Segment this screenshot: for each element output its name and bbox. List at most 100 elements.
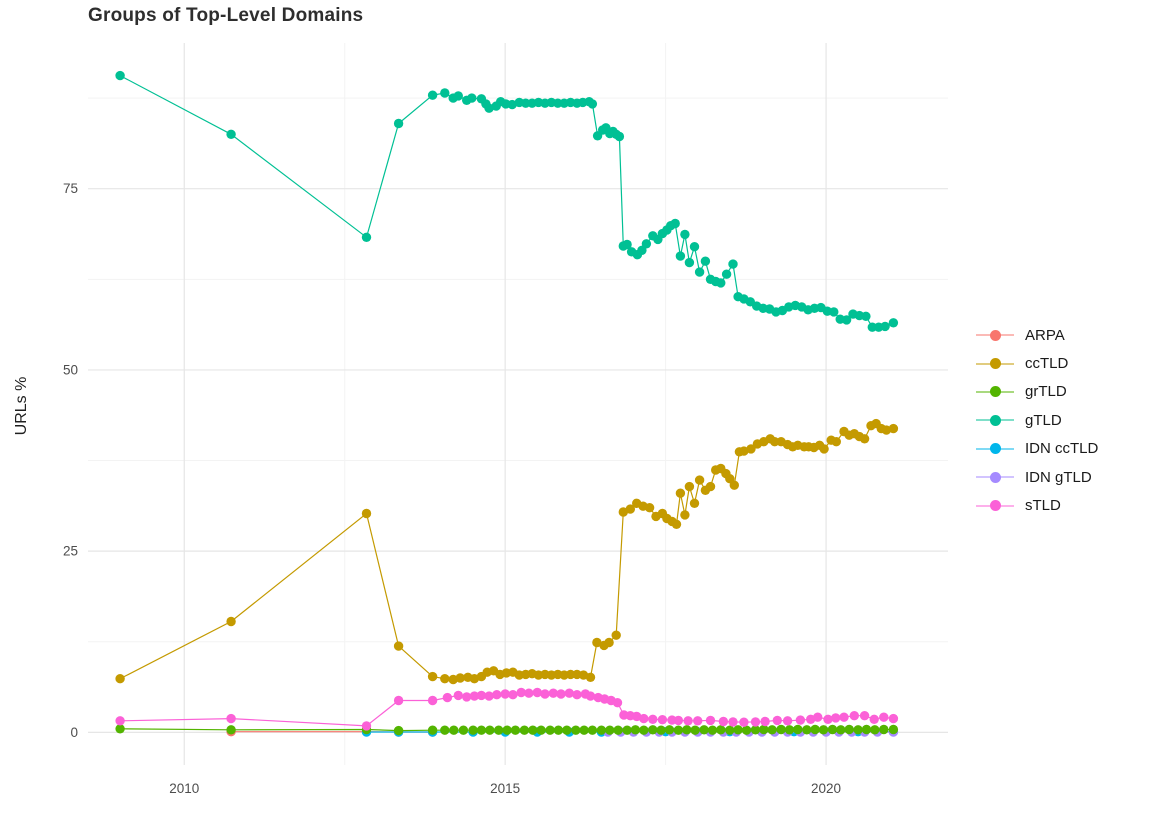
data-point-stld [469, 691, 480, 701]
data-point-grtld [802, 725, 812, 735]
data-point-gtld [728, 259, 738, 269]
data-point-grtld [587, 725, 598, 735]
legend-key-cctld [976, 357, 1014, 370]
data-point-stld [572, 690, 582, 700]
data-point-cctld [680, 510, 690, 520]
data-point-grtld [810, 724, 820, 735]
data-point-grtld [750, 725, 761, 735]
data-point-gtld [507, 99, 517, 110]
data-point-grtld [690, 725, 700, 735]
data-point-stld [115, 716, 125, 726]
data-point-grtld [870, 725, 880, 735]
data-point-stld [657, 715, 668, 725]
data-point-stld [540, 689, 550, 699]
data-point-stld [476, 690, 487, 701]
data-point-grtld [476, 725, 487, 735]
data-point-stld [772, 715, 782, 726]
chart-title: Groups of Top-Level Domains [88, 5, 364, 26]
x-tick-label: 2010 [169, 781, 199, 796]
data-point-gtld [716, 278, 726, 288]
data-point-gtld [622, 239, 632, 250]
data-point-grtld [699, 725, 709, 735]
data-point-grtld [519, 725, 530, 735]
data-point-grtld [853, 725, 863, 735]
legend-label-idn-cctld: IDN ccTLD [1025, 440, 1099, 458]
data-point-cctld [115, 674, 125, 684]
data-point-stld [442, 692, 453, 703]
data-point-grtld [818, 725, 829, 735]
data-point-cctld [604, 637, 614, 648]
data-point-stld [639, 713, 649, 724]
legend-label-arpa: ARPA [1025, 326, 1065, 344]
data-point-grtld [115, 724, 125, 734]
data-point-stld [500, 689, 510, 699]
data-point-cctld [684, 481, 695, 492]
data-point-grtld [648, 725, 658, 735]
legend-key-idn-gtld [976, 471, 1014, 484]
data-point-grtld [879, 724, 889, 735]
legend-key-stld [976, 499, 1014, 512]
data-point-grtld [707, 725, 718, 735]
data-point-stld [879, 712, 889, 722]
series-line-gtld [119, 75, 894, 328]
data-point-gtld [684, 257, 695, 268]
data-point-grtld [630, 725, 641, 735]
data-point-stld [849, 711, 859, 721]
data-point-gtld [694, 267, 705, 277]
data-point-cctld [427, 671, 438, 682]
data-point-grtld [733, 725, 743, 735]
data-point-gtld [467, 93, 477, 103]
legend-key-dot [989, 443, 1001, 455]
data-point-stld [508, 690, 518, 700]
data-point-stld [632, 711, 642, 722]
data-point-cctld [361, 508, 372, 519]
data-point-stld [226, 713, 236, 724]
data-point-cctld [611, 630, 621, 640]
data-point-stld [795, 715, 806, 725]
legend-key-dot [989, 358, 1001, 370]
data-point-cctld [644, 503, 655, 513]
data-point-cctld [455, 673, 465, 683]
y-tick-label: 75 [63, 181, 78, 196]
data-point-stld [693, 716, 703, 726]
data-point-grtld [682, 725, 692, 735]
data-point-cctld [746, 444, 756, 454]
data-point-gtld [453, 91, 463, 101]
data-point-cctld [729, 480, 739, 490]
data-point-stld [683, 716, 693, 726]
legend-key-gtld [976, 414, 1014, 427]
data-point-stld [728, 717, 738, 727]
data-point-stld [760, 716, 770, 727]
legend-item-grtld: grTLD [976, 378, 1098, 406]
data-point-gtld [641, 239, 652, 249]
data-point-grtld [440, 725, 450, 735]
data-point-stld [750, 717, 761, 727]
data-point-gtld [226, 129, 236, 139]
x-tick-label: 2020 [811, 781, 841, 796]
data-point-grtld [393, 725, 404, 736]
data-point-stld [673, 715, 684, 726]
data-point-grtld [613, 725, 623, 735]
data-point-grtld [664, 725, 675, 735]
data-point-cctld [226, 616, 236, 627]
data-point-cctld [819, 444, 829, 454]
data-point-stld [492, 690, 502, 700]
data-point-stld [705, 715, 716, 726]
data-point-grtld [545, 725, 555, 735]
data-point-cctld [592, 637, 602, 648]
data-point-stld [888, 713, 899, 724]
legend-key-dot [989, 500, 1001, 512]
data-point-gtld [689, 242, 700, 252]
legend-item-arpa: ARPA [976, 321, 1098, 349]
data-point-stld [484, 691, 494, 701]
data-point-cctld [675, 488, 686, 498]
y-tick-label: 25 [63, 544, 78, 559]
data-point-grtld [844, 724, 854, 735]
data-point-gtld [888, 318, 899, 328]
data-point-stld [361, 721, 372, 731]
data-point-stld [393, 695, 404, 706]
data-point-grtld [510, 725, 521, 735]
data-point-grtld [827, 724, 838, 735]
data-point-gtld [841, 315, 852, 325]
